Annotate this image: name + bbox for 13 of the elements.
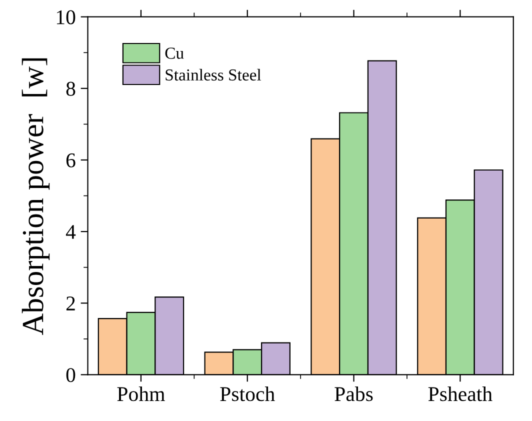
y-tick-label: 2 [66,296,75,310]
y-tick-label: 8 [66,82,76,96]
legend-label: Cu [165,48,184,59]
x-tick-label: Pohm [117,386,165,402]
y-tick-label: 4 [66,225,76,239]
y-tick-label: 10 [56,10,76,24]
x-tick-label: Pabs [334,386,373,402]
y-axis-title: Absorption power [w] [22,58,50,336]
y-tick-label: 6 [66,153,76,168]
x-tick-label: Pstoch [220,386,275,402]
y-tick-label: 0 [66,368,76,382]
x-tick-label: Psheath [428,386,492,402]
legend-label: Stainless Steel [166,68,262,81]
